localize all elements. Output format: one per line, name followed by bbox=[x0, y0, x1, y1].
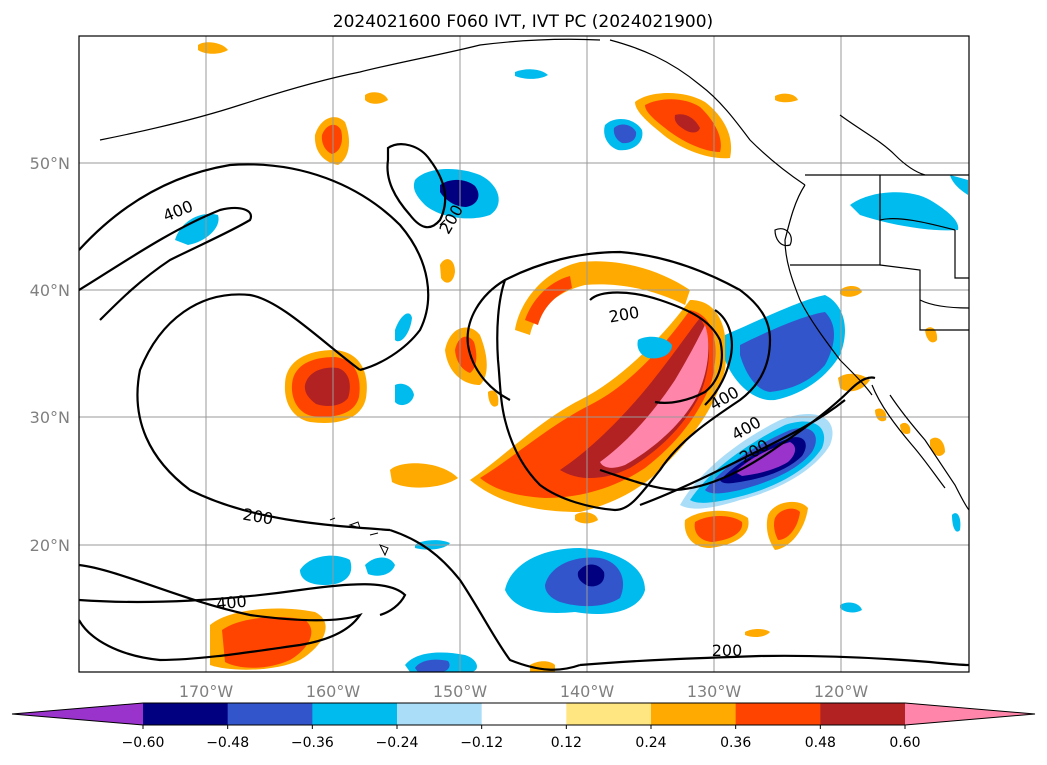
small-neg-1-inner bbox=[613, 124, 637, 144]
lon-label: 150°W bbox=[433, 682, 488, 701]
colorbar-tick-label: 0.60 bbox=[889, 735, 920, 751]
colorbar-bin bbox=[820, 703, 906, 725]
coastlines bbox=[99, 38, 969, 511]
mid-pos-2-inner bbox=[321, 124, 342, 154]
colorbar-bin bbox=[735, 703, 821, 725]
lat-label: 50°N bbox=[30, 154, 70, 173]
nw-coast-darkred bbox=[674, 114, 700, 133]
map-frame bbox=[78, 35, 970, 673]
south-neg-navy bbox=[577, 564, 605, 587]
colorbar-bin bbox=[651, 703, 737, 725]
colorbar-extend-max bbox=[905, 703, 1035, 725]
north-arc-red bbox=[525, 276, 572, 325]
contour-label: 400 bbox=[215, 592, 247, 614]
small-neg-4 bbox=[395, 383, 414, 406]
map-title: 2024021600 F060 IVT, IVT PC (2024021900) bbox=[333, 12, 713, 32]
ivt-pc-shading bbox=[175, 42, 968, 672]
small-neg-6 bbox=[515, 69, 548, 79]
south-pos-2-red bbox=[694, 516, 743, 542]
ar-pink-region bbox=[600, 325, 709, 468]
mid-pos-5 bbox=[838, 373, 870, 392]
lon-label: 130°W bbox=[687, 682, 742, 701]
mid-pos-4 bbox=[840, 286, 862, 297]
lat-label: 20°N bbox=[30, 536, 70, 555]
small-neg-3 bbox=[637, 336, 672, 359]
nw-pos-4 bbox=[775, 93, 798, 103]
colorbar-extend-min bbox=[12, 703, 143, 725]
dipole-purple bbox=[735, 442, 796, 476]
lon-label: 170°W bbox=[179, 682, 234, 701]
north-arc-orange bbox=[515, 261, 690, 335]
small-neg-8 bbox=[840, 602, 862, 613]
graticule bbox=[79, 36, 969, 672]
south-neg-2 bbox=[300, 555, 352, 585]
north-neg-navy bbox=[440, 179, 479, 207]
lon-label: 140°W bbox=[560, 682, 615, 701]
south-pos-red bbox=[222, 617, 312, 668]
small-neg-5 bbox=[395, 313, 412, 342]
lat-label: 30°N bbox=[30, 408, 70, 427]
map-panel: 400 200 200 200 400 400 200 400 200 bbox=[78, 35, 970, 673]
colorbar-tick-label: 0.24 bbox=[635, 735, 666, 751]
colorbar-bin bbox=[481, 703, 567, 725]
ivt-contours bbox=[79, 143, 969, 671]
colorbar-bin bbox=[312, 703, 398, 725]
mid-pos-9 bbox=[900, 422, 911, 435]
colorbar-bin bbox=[143, 703, 229, 725]
colorbar-bin bbox=[227, 703, 313, 725]
lon-label: 120°W bbox=[814, 682, 869, 701]
colorbar: −0.60 −0.48 −0.36 −0.24 −0.12 0.12 0.24 0.36 0.4… bbox=[11, 702, 1036, 751]
south-neg-3 bbox=[365, 557, 395, 576]
colorbar-tick-label: −0.60 bbox=[122, 735, 165, 751]
south-pos-5 bbox=[745, 629, 770, 637]
colorbar-tick-label: 0.48 bbox=[805, 735, 836, 751]
west-blob-darkred bbox=[304, 367, 350, 406]
contour-labels: 400 200 200 200 400 400 200 400 200 bbox=[160, 196, 772, 660]
south-pos-4 bbox=[390, 463, 458, 488]
lat-label: 40°N bbox=[30, 281, 70, 300]
small-neg-2 bbox=[175, 213, 219, 245]
south-pos-3-red bbox=[774, 508, 800, 540]
colorbar-tick-label: 0.36 bbox=[720, 735, 751, 751]
na-cyan-patch-2 bbox=[950, 175, 968, 195]
longitude-labels: 170°W 160°W 150°W 140°W 130°W 120°W bbox=[179, 682, 869, 701]
latitude-labels: 50°N 40°N 30°N 20°N bbox=[30, 154, 70, 555]
colorbar-bin bbox=[566, 703, 652, 725]
south-neg-4-inner bbox=[415, 659, 450, 672]
colorbar-tick-label: −0.24 bbox=[376, 735, 419, 751]
mid-pos-6 bbox=[925, 327, 938, 343]
lon-label: 160°W bbox=[306, 682, 361, 701]
colorbar-tick-label: 0.12 bbox=[551, 735, 582, 751]
mid-pos-10 bbox=[488, 390, 499, 407]
small-neg-7 bbox=[952, 513, 961, 532]
colorbar-tick-label: −0.36 bbox=[291, 735, 334, 751]
nw-pos-3 bbox=[365, 92, 388, 104]
colorbar-tick-label: −0.12 bbox=[460, 735, 503, 751]
mid-pos-7 bbox=[930, 437, 945, 456]
mid-pos-3 bbox=[440, 259, 455, 283]
colorbar-bin bbox=[397, 703, 483, 725]
colorbar-tick-label: −0.48 bbox=[206, 735, 249, 751]
na-cyan-patch bbox=[850, 192, 959, 231]
contour-label: 200 bbox=[712, 641, 743, 660]
mid-pos-8 bbox=[875, 408, 887, 422]
ar-darkred-region bbox=[560, 318, 709, 479]
